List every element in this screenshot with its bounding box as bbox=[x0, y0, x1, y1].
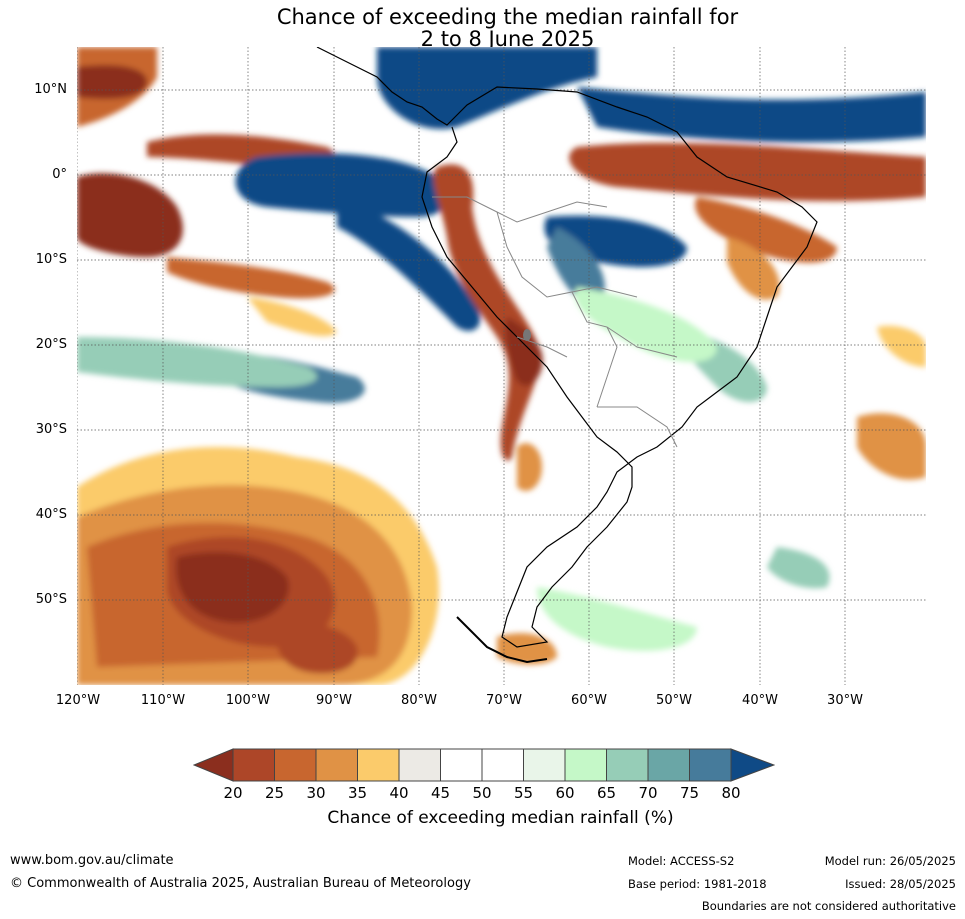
lon-label-50w: 50°W bbox=[656, 693, 692, 708]
lat-label-10n: 10°N bbox=[34, 82, 67, 97]
lat-label-10s: 10°S bbox=[35, 252, 67, 267]
lon-label-90w: 90°W bbox=[316, 693, 352, 708]
colorbar-cell-c50_55 bbox=[481, 748, 524, 782]
colorbar-tick: 25 bbox=[264, 784, 285, 802]
colorbar-cell-c60_65 bbox=[564, 748, 607, 782]
colorbar-tick: 35 bbox=[347, 784, 368, 802]
colorbar-tick: 70 bbox=[638, 784, 658, 802]
lat-label-0: 0° bbox=[52, 167, 67, 182]
colorbar-over-80 bbox=[730, 748, 775, 782]
colorbar-tick: 20 bbox=[223, 784, 243, 802]
colorbar-cell-c45_50 bbox=[440, 748, 483, 782]
colorbar bbox=[193, 748, 775, 782]
colorbar-label: Chance of exceeding median rainfall (%) bbox=[327, 808, 674, 828]
colorbar-tick: 45 bbox=[430, 784, 451, 802]
colorbar-cell-c65_70 bbox=[606, 748, 649, 782]
base-period: Base period: 1981-2018 bbox=[628, 877, 767, 891]
boundaries-disclaimer: Boundaries are not considered authoritat… bbox=[701, 899, 956, 913]
map-title-line-1: Chance of exceeding the median rainfall … bbox=[276, 5, 739, 29]
rainfall-field bbox=[77, 47, 926, 685]
colorbar-cell-c70_75 bbox=[647, 748, 690, 782]
lon-label-80w: 80°W bbox=[401, 693, 437, 708]
colorbar-tick: 55 bbox=[513, 784, 534, 802]
issued-date: Issued: 28/05/2025 bbox=[845, 877, 956, 891]
lon-label-100w: 100°W bbox=[225, 693, 271, 708]
model-run-date: Model run: 26/05/2025 bbox=[824, 854, 956, 868]
model-name: Model: ACCESS-S2 bbox=[628, 854, 735, 868]
colorbar-cell-c30_35 bbox=[315, 748, 358, 782]
bom-website-link[interactable]: www.bom.gov.au/climate bbox=[10, 853, 174, 868]
country-borders bbox=[432, 196, 678, 448]
colorbar-cell-c35_40 bbox=[357, 748, 400, 782]
lon-label-30w: 30°W bbox=[827, 693, 863, 708]
lat-label-50s: 50°S bbox=[35, 592, 67, 607]
colorbar-tick: 75 bbox=[679, 784, 700, 802]
lat-label-30s: 30°S bbox=[35, 422, 67, 437]
lon-label-70w: 70°W bbox=[486, 693, 522, 708]
colorbar-tick: 40 bbox=[389, 784, 409, 802]
colorbar-cell-c20_25 bbox=[232, 748, 275, 782]
colorbar-cell-c55_60 bbox=[523, 748, 566, 782]
colorbar-cell-c25_30 bbox=[274, 748, 317, 782]
lon-label-40w: 40°W bbox=[742, 693, 778, 708]
lat-label-40s: 40°S bbox=[35, 507, 67, 522]
colorbar-cell-c40_45 bbox=[398, 748, 441, 782]
lake-titicaca bbox=[523, 329, 531, 341]
lon-label-120w: 120°W bbox=[55, 693, 101, 708]
colorbar-tick: 30 bbox=[306, 784, 326, 802]
colorbar-tick: 60 bbox=[555, 784, 575, 802]
coastline bbox=[316, 47, 818, 648]
rainfall-map bbox=[77, 47, 926, 685]
colorbar-tick: 65 bbox=[596, 784, 617, 802]
lon-label-60w: 60°W bbox=[571, 693, 607, 708]
lat-label-20s: 20°S bbox=[35, 337, 67, 352]
copyright-text: © Commonwealth of Australia 2025, Austra… bbox=[10, 876, 471, 891]
colorbar-tick: 80 bbox=[721, 784, 741, 802]
colorbar-tick: 50 bbox=[472, 784, 492, 802]
colorbar-cell-c75_80 bbox=[689, 748, 732, 782]
colorbar-under-20 bbox=[193, 748, 234, 782]
graticule bbox=[77, 47, 926, 685]
tierra-del-fuego bbox=[456, 616, 548, 664]
lon-label-110w: 110°W bbox=[140, 693, 186, 708]
